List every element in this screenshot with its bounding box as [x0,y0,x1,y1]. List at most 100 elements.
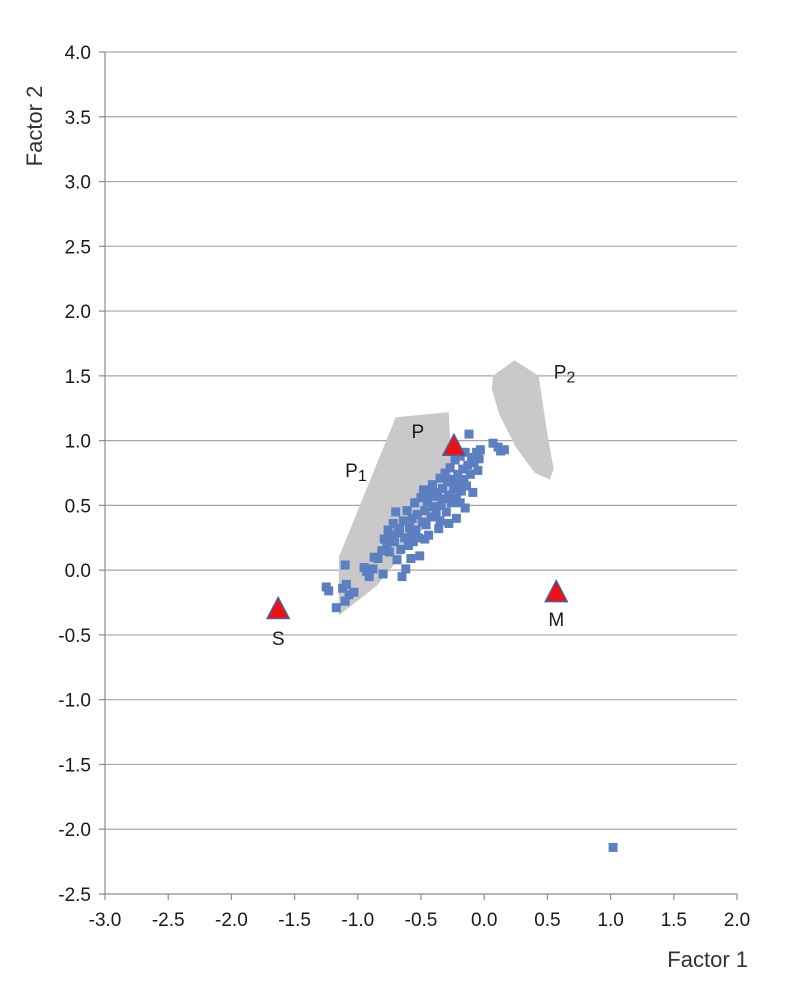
data-point [388,519,398,528]
y-tick-label: 1.0 [65,432,91,453]
data-point [420,534,430,544]
data-point [464,429,474,439]
x-tick-label: -2.0 [215,910,248,931]
data-point [462,481,471,491]
y-tick-label: -1.5 [58,755,91,776]
data-point [384,547,394,557]
data-point [451,493,461,503]
data-point [431,508,441,518]
data-point [368,564,378,574]
endmember-marker [265,595,291,620]
data-point [432,487,442,497]
x-tick-label: -3.0 [89,910,122,931]
x-tick-label: -2.5 [152,910,185,931]
region-label-letter: P [554,362,567,383]
x-tick-label: 1.0 [597,910,623,931]
x-tick-label: 0.0 [471,910,497,931]
x-tick-label: 2.0 [724,910,750,931]
y-tick-label: -1.0 [58,691,91,712]
data-point [463,460,473,470]
data-point [459,475,469,484]
data-point [391,507,401,517]
data-point [453,469,463,479]
data-point [408,537,418,547]
data-point [475,445,485,455]
data-points [321,429,618,852]
y-tick-label: 3.0 [65,173,91,194]
endmember-marker [441,432,467,457]
data-point [341,579,351,589]
x-tick-label: -1.0 [341,910,374,931]
data-point [416,493,426,503]
data-point [398,516,408,526]
data-point [397,572,407,582]
endmember-label: M [548,610,564,631]
data-point [456,486,466,496]
data-point [403,541,413,550]
data-point [412,510,422,519]
y-tick-label: -2.5 [58,885,91,906]
data-point [450,455,460,465]
data-point [474,454,484,464]
data-point [455,451,465,461]
data-point [411,525,421,535]
data-point [331,603,341,613]
data-point [434,524,444,534]
data-point [429,502,439,512]
region-label-subscript: 2 [566,369,575,386]
x-axis-title: Factor 1 [667,947,748,972]
data-point [473,465,483,475]
endmember-markers [265,432,569,620]
endmember-marker [544,579,569,603]
data-point [608,842,618,852]
data-point [499,445,509,455]
data-point [390,537,399,547]
y-tick-label: 2.5 [65,237,91,258]
data-point [396,544,406,554]
data-point [443,477,452,487]
data-point [340,596,350,606]
data-point [392,555,402,565]
data-point [386,530,396,540]
axes: 4.0 3.5 3.0 2.5 2.0 1.5 1.0 0.5 0.0 -0.5 -1.0 -1.5 -… [58,43,750,931]
x-tick-label: -0.5 [405,910,438,931]
data-point [324,586,334,596]
data-point [460,503,470,513]
data-point [349,587,359,597]
y-tick-label: 4.0 [65,43,91,64]
data-point [420,506,430,516]
y-tick-label: -0.5 [58,626,91,647]
region-p2 [491,360,554,480]
data-point [468,487,478,497]
data-point [467,453,477,462]
data-point [395,524,404,534]
data-point [438,484,447,493]
data-point [359,563,369,573]
data-point [401,564,411,574]
data-point [435,516,445,526]
data-point [421,520,431,530]
data-point [378,569,388,579]
region-label-letter: P [345,461,358,482]
data-point [454,478,464,488]
data-point [426,512,436,522]
data-point [435,473,445,483]
data-point [405,522,415,532]
data-point [436,500,446,510]
data-point [364,572,374,582]
endmember-label: S [272,629,285,650]
data-point [419,485,428,495]
y-tick-label: 3.5 [65,108,91,129]
y-tick-label: 0.5 [65,496,91,517]
data-point [449,484,459,493]
data-point [407,513,417,523]
data-point [373,554,383,563]
region-label-subscript: 1 [358,468,367,485]
data-point [469,458,479,468]
data-point [382,539,392,549]
data-point [410,498,420,508]
data-point [451,513,461,523]
data-point [414,533,423,543]
